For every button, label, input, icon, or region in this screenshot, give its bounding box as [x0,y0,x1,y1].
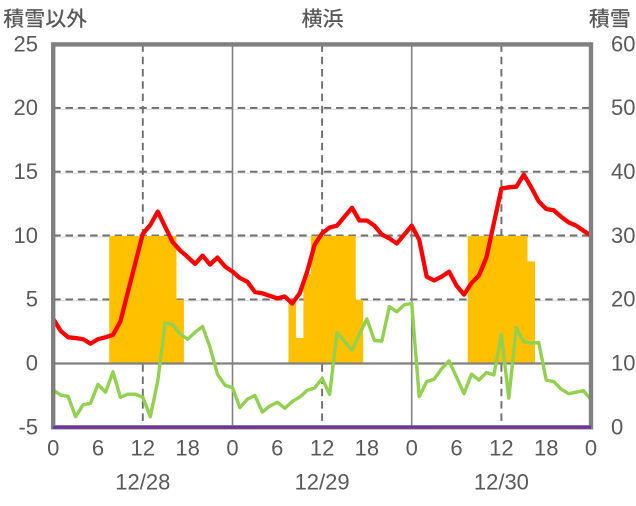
svg-text:12: 12 [489,436,513,461]
svg-text:20: 20 [14,95,38,120]
svg-text:20: 20 [611,287,635,312]
svg-text:50: 50 [611,95,635,120]
svg-text:18: 18 [175,436,199,461]
svg-text:25: 25 [14,31,38,56]
svg-text:-5: -5 [18,414,38,439]
svg-text:12/29: 12/29 [295,470,350,495]
svg-text:0: 0 [47,436,59,461]
svg-text:12/30: 12/30 [474,470,529,495]
svg-text:5: 5 [26,287,38,312]
svg-text:18: 18 [534,436,558,461]
svg-text:15: 15 [14,159,38,184]
svg-text:0: 0 [26,351,38,376]
svg-text:10: 10 [14,223,38,248]
svg-text:40: 40 [611,159,635,184]
svg-text:10: 10 [611,351,635,376]
svg-text:6: 6 [92,436,104,461]
svg-text:12: 12 [310,436,334,461]
svg-text:12/28: 12/28 [115,470,170,495]
svg-text:60: 60 [611,31,635,56]
svg-text:0: 0 [611,414,623,439]
svg-text:0: 0 [226,436,238,461]
svg-text:6: 6 [271,436,283,461]
svg-text:0: 0 [406,436,418,461]
svg-text:6: 6 [450,436,462,461]
svg-text:30: 30 [611,223,635,248]
svg-text:12: 12 [131,436,155,461]
svg-text:18: 18 [355,436,379,461]
svg-text:0: 0 [585,436,597,461]
